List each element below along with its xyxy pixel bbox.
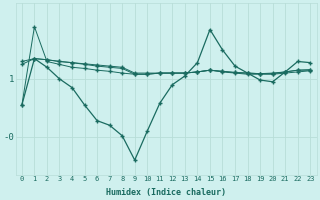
X-axis label: Humidex (Indice chaleur): Humidex (Indice chaleur) bbox=[106, 188, 226, 197]
